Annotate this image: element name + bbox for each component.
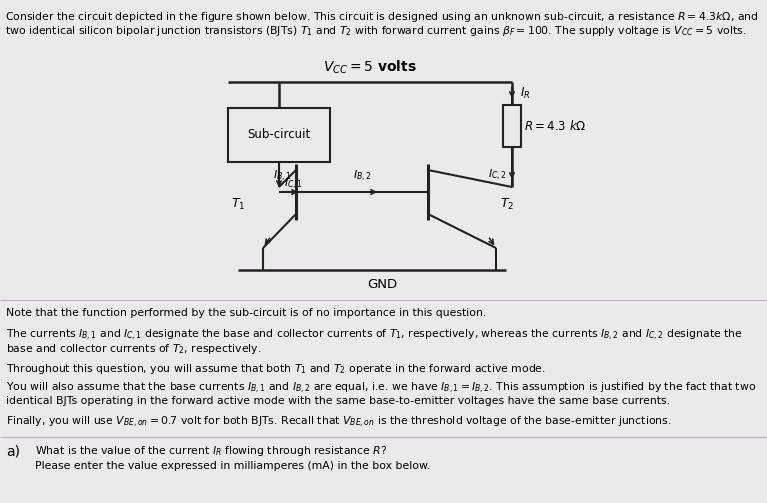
Text: $T_1$: $T_1$	[231, 197, 245, 212]
Text: base and collector currents of $T_2$, respectively.: base and collector currents of $T_2$, re…	[6, 342, 262, 356]
Text: $I_{B,1}$: $I_{B,1}$	[273, 169, 292, 184]
Text: $R = 4.3\ k\Omega$: $R = 4.3\ k\Omega$	[524, 119, 587, 133]
Bar	[503, 105, 521, 147]
Text: $I_{C,1}$: $I_{C,1}$	[284, 177, 303, 192]
Text: Consider the circuit depicted in the figure shown below. This circuit is designe: Consider the circuit depicted in the fig…	[5, 10, 759, 24]
Text: identical BJTs operating in the forward active mode with the same base-to-emitte: identical BJTs operating in the forward …	[6, 395, 670, 405]
Text: $I_{B,2}$: $I_{B,2}$	[353, 169, 371, 184]
Text: Finally, you will use $V_{BE,on} = 0.7$ volt for both BJTs. Recall that $V_{BE,o: Finally, you will use $V_{BE,on} = 0.7$ …	[6, 415, 672, 430]
Text: Sub-circuit: Sub-circuit	[248, 128, 311, 141]
Text: You will also assume that the base currents $I_{B,1}$ and $I_{B,2}$ are equal, i: You will also assume that the base curre…	[6, 381, 756, 396]
Text: Please enter the value expressed in milliamperes (mA) in the box below.: Please enter the value expressed in mill…	[35, 461, 430, 471]
Text: $I_{C,2}$: $I_{C,2}$	[488, 167, 507, 183]
Text: Note that the function performed by the sub-circuit is of no importance in this : Note that the function performed by the …	[6, 308, 486, 318]
Text: The currents $I_{B,1}$ and $I_{C,1}$ designate the base and collector currents o: The currents $I_{B,1}$ and $I_{C,1}$ des…	[6, 327, 742, 343]
Text: $I_R$: $I_R$	[520, 86, 531, 101]
Text: two identical silicon bipolar junction transistors (BJTs) $T_1$ and $T_2$ with f: two identical silicon bipolar junction t…	[5, 24, 746, 38]
Text: a): a)	[6, 445, 20, 459]
Text: What is the value of the current $I_R$ flowing through resistance $R$?: What is the value of the current $I_R$ f…	[35, 445, 387, 459]
Bar	[228, 108, 330, 162]
Text: $T_2$: $T_2$	[500, 197, 514, 212]
Text: GND: GND	[367, 278, 397, 291]
Text: Throughout this question, you will assume that both $T_1$ and $T_2$ operate in t: Throughout this question, you will assum…	[6, 362, 546, 376]
Text: $V_{CC} = 5$ volts: $V_{CC} = 5$ volts	[323, 59, 417, 76]
